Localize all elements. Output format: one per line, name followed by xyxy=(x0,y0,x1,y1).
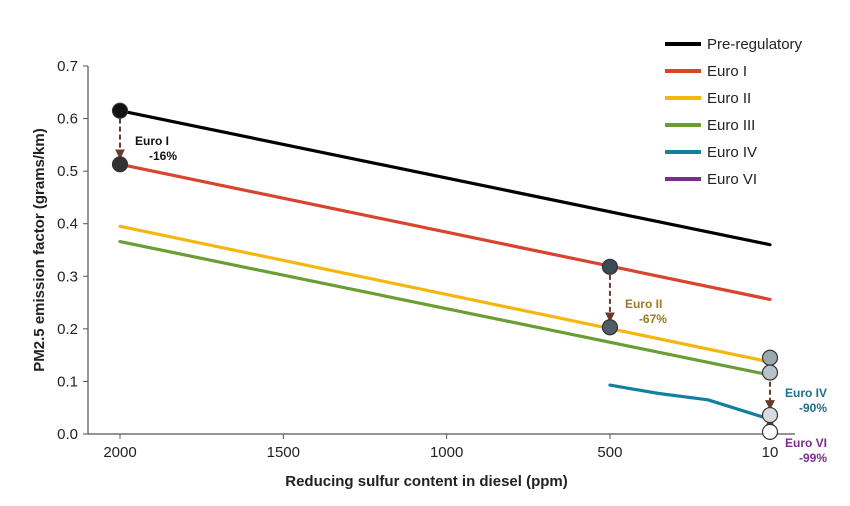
data-point-marker-1 xyxy=(111,156,129,173)
y-tick-label: 0.1 xyxy=(57,373,78,390)
annotation-label-0-0: Euro I xyxy=(135,134,169,148)
data-point-marker-5 xyxy=(761,364,779,381)
x-tick-label: 2000 xyxy=(103,444,136,461)
x-tick-label: 1500 xyxy=(267,444,300,461)
annotation-label-3-1: -99% xyxy=(799,451,827,465)
y-tick-label: 0.6 xyxy=(57,111,78,128)
legend-entry-2: Euro II xyxy=(707,90,751,107)
legend: Pre-regulatory Euro I Euro II Euro III Euro … xyxy=(665,36,803,188)
legend-entry-1: Euro I xyxy=(707,63,747,80)
x-axis-title: Reducing sulfur content in diesel (ppm) xyxy=(285,473,568,490)
y-tick-label: 0.5 xyxy=(57,163,78,180)
data-point-marker-3 xyxy=(601,319,619,336)
marker-layer xyxy=(111,102,779,440)
legend-entry-4: Euro IV xyxy=(707,144,757,161)
series-line-1 xyxy=(118,162,772,301)
data-point-marker-6 xyxy=(761,406,779,424)
y-axis-title: PM2.5 emission factor (grams/km) xyxy=(31,128,48,371)
data-point-marker-2 xyxy=(601,258,619,275)
data-point-marker-4 xyxy=(761,349,779,366)
arrow-layer xyxy=(115,118,775,427)
y-tick-label: 0.2 xyxy=(57,321,78,338)
y-tick-label: 0.7 xyxy=(57,58,78,75)
y-tick-label: 0.4 xyxy=(57,216,78,233)
y-tick-label: 0.3 xyxy=(57,268,78,285)
annotation-layer: Euro I-16%Euro II-67%Euro IV-90%Euro VI-… xyxy=(135,134,827,465)
x-tick-label: 1000 xyxy=(430,444,463,461)
y-tick-label: 0.0 xyxy=(57,426,78,443)
annotation-label-3-0: Euro VI xyxy=(785,436,827,450)
annotation-label-0-1: -16% xyxy=(149,149,177,163)
data-point-marker-0 xyxy=(111,102,129,119)
legend-entry-3: Euro III xyxy=(707,117,755,134)
x-tick-label: 10 xyxy=(762,444,779,461)
series-line-0 xyxy=(118,109,772,247)
annotation-label-1-1: -67% xyxy=(639,312,667,326)
series-layer xyxy=(118,109,772,433)
annotation-label-2-1: -90% xyxy=(799,401,827,415)
legend-entry-5: Euro VI xyxy=(707,171,757,188)
annotation-label-1-0: Euro II xyxy=(625,297,662,311)
x-tick-label: 500 xyxy=(597,444,622,461)
data-point-marker-7 xyxy=(761,423,779,440)
annotation-label-2-0: Euro IV xyxy=(785,386,827,400)
legend-entry-0: Pre-regulatory xyxy=(707,36,803,53)
series-line-4 xyxy=(608,383,772,421)
series-line-3 xyxy=(118,240,772,377)
series-line-2 xyxy=(118,224,772,364)
axes: 0.0 0.1 0.2 0.3 0.4 0.5 0.6 0.7 2000 1500 1000 500 1… xyxy=(57,58,795,461)
